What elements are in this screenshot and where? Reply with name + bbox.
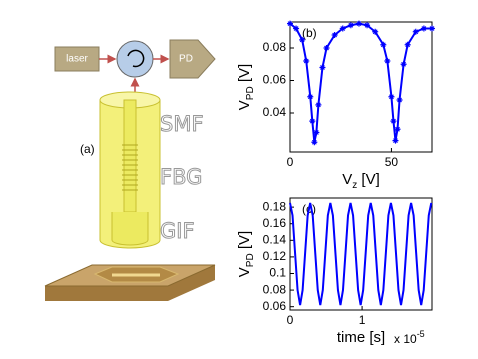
panel-label: (b) <box>302 26 317 40</box>
circulator-arrow <box>127 49 145 68</box>
data-marker <box>311 139 318 146</box>
data-marker <box>384 58 391 64</box>
y-tick-label: 0.06 <box>263 73 287 87</box>
fiber-label: GIF <box>160 219 195 243</box>
y-tick-label: 0.1 <box>269 266 286 280</box>
label-text: V <box>236 100 253 110</box>
label-unit: [V] <box>357 171 380 188</box>
data-marker <box>347 22 354 29</box>
data-marker <box>287 20 293 27</box>
axis-label: time [s] <box>337 329 385 346</box>
x-multiplier: x 10-5 <box>394 329 425 346</box>
data-marker <box>299 36 306 43</box>
y-tick-label: 0.08 <box>263 282 287 296</box>
data-marker <box>412 28 419 35</box>
data-marker <box>372 28 379 35</box>
gif-core <box>111 212 149 246</box>
multiplier-text: x 10 <box>394 332 417 346</box>
data-marker <box>394 126 401 133</box>
data-line <box>289 202 433 306</box>
data-marker <box>307 93 314 100</box>
axis-label: Vz [V] <box>342 171 380 191</box>
label-unit: [V] <box>236 64 253 87</box>
data-marker <box>331 32 338 38</box>
y-tick-label: 0.04 <box>263 105 287 119</box>
data-marker <box>380 41 387 48</box>
grating <box>122 144 138 191</box>
axis-label: VPD [V] <box>236 231 256 277</box>
data-marker <box>319 64 326 71</box>
laser-box <box>54 46 100 72</box>
y-tick-label: 0.12 <box>263 249 287 263</box>
y-tick-label: 0.14 <box>263 232 287 246</box>
label-subscript: z <box>352 180 357 191</box>
label-unit: [V] <box>236 231 253 254</box>
multiplier-exponent: -5 <box>417 329 425 339</box>
label-subscript: PD <box>245 86 256 100</box>
panel-label: (a) <box>80 142 95 156</box>
circulator <box>116 40 154 78</box>
data-marker <box>309 118 316 125</box>
x-tick-label: 50 <box>385 155 399 169</box>
fiber-core <box>123 99 137 213</box>
data-marker <box>313 129 320 136</box>
data-marker <box>315 101 322 108</box>
data-marker <box>293 25 300 32</box>
axis-label: VPD [V] <box>236 64 256 110</box>
plot-frame <box>289 197 433 311</box>
data-marker <box>400 61 407 68</box>
x-tick-label: 1 <box>359 313 366 327</box>
label-text: time [s] <box>337 329 385 346</box>
fiber-label: FBG <box>160 165 202 189</box>
data-marker <box>388 93 395 100</box>
detector-label: PD <box>179 54 193 65</box>
label-text: V <box>236 267 253 277</box>
data-marker <box>339 25 346 32</box>
x-tick-label: 0 <box>287 313 294 327</box>
data-marker <box>392 137 399 144</box>
data-line <box>289 22 432 143</box>
detector-box <box>169 39 216 79</box>
label-subscript: PD <box>245 253 256 267</box>
data-marker <box>390 118 397 125</box>
y-tick-label: 0.18 <box>263 199 287 213</box>
data-marker <box>396 97 403 103</box>
y-tick-label: 0.16 <box>263 216 287 230</box>
data-marker <box>429 25 435 32</box>
data-marker <box>420 25 427 32</box>
data-marker <box>364 22 371 29</box>
y-tick-label: 0.06 <box>263 299 287 313</box>
data-marker <box>323 45 330 51</box>
data-marker <box>404 41 411 48</box>
data-marker <box>303 58 310 64</box>
label-text: V <box>342 171 352 188</box>
setup-diagram: laser PD SMF FBG GIF (a) <box>44 39 216 301</box>
data-marker <box>355 20 362 27</box>
fiber-label: SMF <box>160 112 204 136</box>
x-tick-label: 0 <box>287 155 294 169</box>
laser-label: laser <box>66 54 88 65</box>
y-tick-label: 0.08 <box>263 40 287 54</box>
